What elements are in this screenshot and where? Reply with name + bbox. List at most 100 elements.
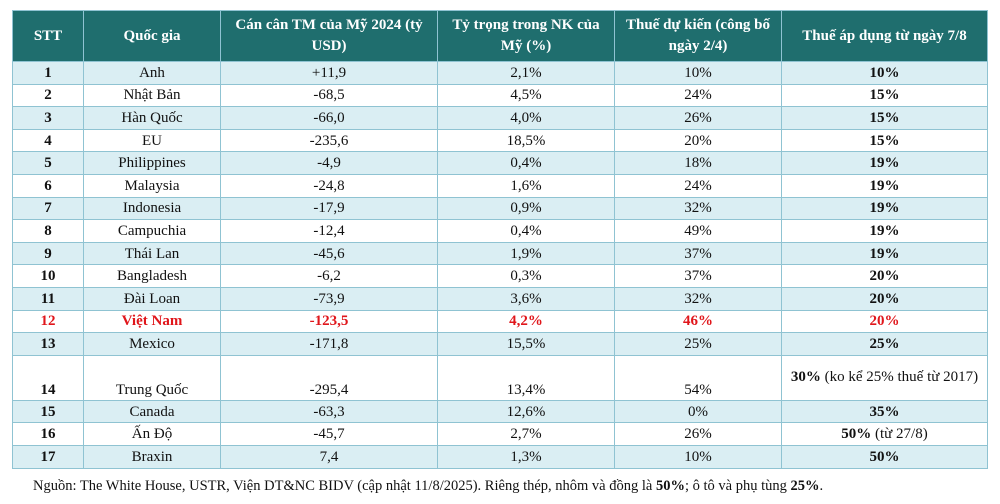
cell-trade-balance: -24,8 <box>220 173 438 198</box>
table-row: 1 Anh +11,9 2,1% 10% 10% <box>12 61 988 85</box>
cell-stt: 16 <box>12 422 84 446</box>
cell-stt: 2 <box>12 83 84 108</box>
cell-applied-tariff: 15% <box>781 83 988 108</box>
applied-tariff-value: 20% <box>869 268 900 285</box>
applied-tariff-value: 15% <box>869 109 900 126</box>
cell-applied-tariff: 19% <box>781 173 988 198</box>
applied-tariff-value: 15% <box>869 132 900 149</box>
applied-tariff-value: 19% <box>869 245 900 262</box>
cell-applied-tariff: 19% <box>781 219 988 243</box>
cell-country: Trung Quốc <box>83 354 221 401</box>
cell-applied-tariff: 20% <box>781 264 988 288</box>
table-row: 4 EU -235,6 18,5% 20% 15% <box>12 128 988 153</box>
cell-proposed-tariff: 20% <box>614 128 782 153</box>
cell-trade-balance: -235,6 <box>220 128 438 153</box>
cell-trade-balance: -63,3 <box>220 399 438 424</box>
applied-tariff-value: 19% <box>869 222 900 239</box>
cell-trade-balance: -73,9 <box>220 286 438 311</box>
cell-import-share: 0,4% <box>437 151 615 175</box>
table-row: 3 Hàn Quốc -66,0 4,0% 26% 15% <box>12 106 988 130</box>
applied-tariff-value: 20% <box>869 313 900 330</box>
footnote-bold: 50% <box>655 478 685 494</box>
cell-import-share: 4,5% <box>437 83 615 108</box>
cell-trade-balance: -45,7 <box>220 422 438 446</box>
cell-import-share: 2,1% <box>437 61 615 85</box>
cell-country: Anh <box>83 61 221 85</box>
cell-stt: 11 <box>12 286 84 311</box>
cell-import-share: 1,9% <box>437 241 615 266</box>
cell-stt: 4 <box>12 128 84 153</box>
cell-applied-tariff: 19% <box>781 151 988 175</box>
header-row: STT Quốc gia Cán cân TM của Mỹ 2024 (tỷ … <box>12 10 988 62</box>
applied-tariff-value: 50% <box>869 448 900 465</box>
table-row: 5 Philippines -4,9 0,4% 18% 19% <box>12 151 988 175</box>
cell-trade-balance: -45,6 <box>220 241 438 266</box>
table-row: 2 Nhật Bản -68,5 4,5% 24% 15% <box>12 83 988 108</box>
table-row: 14 Trung Quốc -295,4 13,4% 54% 30% (ko kể 25%… <box>12 354 988 401</box>
applied-tariff-value: 50% <box>841 426 872 443</box>
applied-tariff-value: 10% <box>869 64 900 81</box>
cell-stt: 8 <box>12 219 84 243</box>
applied-tariff-value: 19% <box>869 200 900 217</box>
cell-proposed-tariff: 18% <box>614 151 782 175</box>
cell-trade-balance: -17,9 <box>220 196 438 221</box>
cell-stt: 9 <box>12 241 84 266</box>
table-row: 10 Bangladesh -6,2 0,3% 37% 20% <box>12 264 988 288</box>
table-row: 9 Thái Lan -45,6 1,9% 37% 19% <box>12 241 988 266</box>
tariff-note: (ko kể 25% thuế từ 2017) <box>820 369 979 386</box>
cell-proposed-tariff: 49% <box>614 219 782 243</box>
cell-country: Campuchia <box>83 219 221 243</box>
cell-trade-balance: -4,9 <box>220 151 438 175</box>
footnote-text: . <box>819 478 824 494</box>
applied-tariff-value: 19% <box>869 177 900 194</box>
cell-import-share: 4,2% <box>437 309 615 334</box>
cell-country: Ấn Độ <box>83 422 221 446</box>
cell-trade-balance: 7,4 <box>220 444 438 469</box>
table-row: 17 Braxin 7,4 1,3% 10% 50% <box>12 444 988 469</box>
cell-stt: 3 <box>12 106 84 130</box>
applied-tariff-value: 20% <box>869 290 900 307</box>
cell-import-share: 12,6% <box>437 399 615 424</box>
cell-proposed-tariff: 46% <box>614 309 782 334</box>
cell-stt: 14 <box>12 354 84 401</box>
footnote-text: ; ô tô và phụ tùng <box>684 478 791 494</box>
table-row: 16 Ấn Độ -45,7 2,7% 26% 50% (từ 27/8) <box>12 422 988 446</box>
cell-proposed-tariff: 37% <box>614 264 782 288</box>
cell-trade-balance: -6,2 <box>220 264 438 288</box>
cell-country: Thái Lan <box>83 241 221 266</box>
cell-applied-tariff: 19% <box>781 241 988 266</box>
cell-country: Việt Nam <box>83 309 221 334</box>
cell-import-share: 0,4% <box>437 219 615 243</box>
cell-country: Nhật Bản <box>83 83 221 108</box>
cell-trade-balance: -66,0 <box>220 106 438 130</box>
cell-country: Bangladesh <box>83 264 221 288</box>
col-trade-balance: Cán cân TM của Mỹ 2024 (tỷ USD) <box>220 10 438 62</box>
cell-stt: 5 <box>12 151 84 175</box>
cell-import-share: 4,0% <box>437 106 615 130</box>
cell-proposed-tariff: 10% <box>614 444 782 469</box>
cell-applied-tariff: 10% <box>781 61 988 85</box>
cell-proposed-tariff: 10% <box>614 61 782 85</box>
cell-applied-tariff: 30% (ko kể 25% thuế từ 2017) <box>781 354 988 401</box>
cell-applied-tariff: 19% <box>781 196 988 221</box>
cell-proposed-tariff: 32% <box>614 286 782 311</box>
cell-stt: 17 <box>12 444 84 469</box>
cell-stt: 15 <box>12 399 84 424</box>
cell-country: Đài Loan <box>83 286 221 311</box>
cell-country: Indonesia <box>83 196 221 221</box>
cell-applied-tariff: 20% <box>781 309 988 334</box>
applied-tariff-value: 25% <box>869 335 900 352</box>
cell-import-share: 15,5% <box>437 332 615 356</box>
cell-import-share: 1,6% <box>437 173 615 198</box>
cell-proposed-tariff: 26% <box>614 422 782 446</box>
cell-trade-balance: +11,9 <box>220 61 438 85</box>
cell-country: Malaysia <box>83 173 221 198</box>
cell-country: EU <box>83 128 221 153</box>
cell-proposed-tariff: 54% <box>614 354 782 401</box>
table-row: 7 Indonesia -17,9 0,9% 32% 19% <box>12 196 988 221</box>
cell-proposed-tariff: 24% <box>614 83 782 108</box>
cell-country: Philippines <box>83 151 221 175</box>
col-country: Quốc gia <box>83 10 221 62</box>
cell-trade-balance: -171,8 <box>220 332 438 356</box>
cell-stt: 7 <box>12 196 84 221</box>
